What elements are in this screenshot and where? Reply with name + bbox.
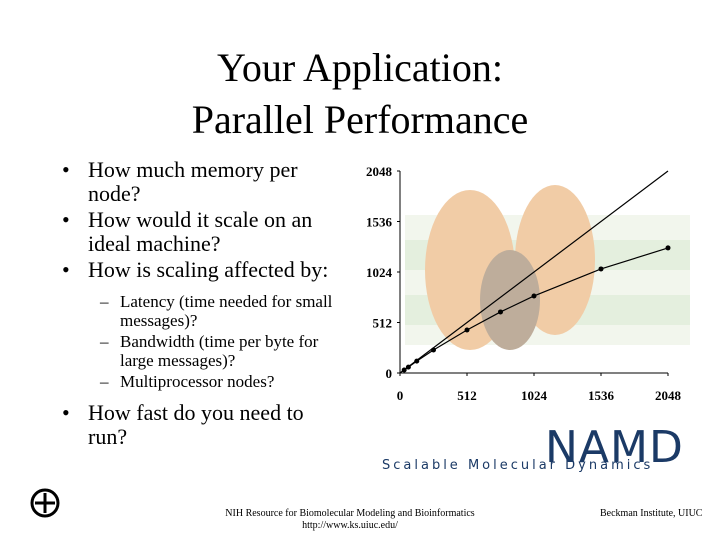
series-line xyxy=(399,170,669,374)
sub-bullet: Latency (time needed for small messages)… xyxy=(100,292,348,330)
data-point xyxy=(665,245,671,251)
title-line: Your Application: xyxy=(217,45,503,90)
bullet: How fast do you need to run? xyxy=(58,401,348,449)
data-point xyxy=(431,347,436,353)
data-point xyxy=(531,293,537,299)
bullet: How much memory per node? xyxy=(58,158,348,206)
chart: 0 512 1024 1536 2048 0 512 1024 1536 2048 xyxy=(366,164,690,403)
x-tick-label: 1024 xyxy=(521,388,548,403)
logo-name: NAMD xyxy=(545,422,684,473)
bullet-text: How much memory per node? xyxy=(88,157,298,206)
x-tick-label: 0 xyxy=(397,388,404,403)
footer-center: NIH Resource for Biomolecular Modeling a… xyxy=(200,508,500,532)
sub-list: Latency (time needed for small messages)… xyxy=(100,292,348,391)
data-point xyxy=(405,364,411,370)
data-point xyxy=(498,309,503,315)
sub-bullet: Bandwidth (time per byte for large messa… xyxy=(100,332,348,370)
institute-logo xyxy=(30,488,60,518)
bullet: How is scaling affected by: Latency (tim… xyxy=(58,257,348,392)
data-point xyxy=(464,327,470,333)
x-tick-label: 2048 xyxy=(655,388,682,403)
data-point xyxy=(598,266,604,272)
y-tick-label: 1536 xyxy=(366,215,393,230)
footer-line: http://www.ks.uiuc.edu/ xyxy=(302,520,398,531)
bullet-text: How is scaling affected by: xyxy=(88,257,329,282)
y-tick-label: 2048 xyxy=(366,164,393,179)
title-line: Parallel Performance xyxy=(191,97,529,142)
y-tick-label: 0 xyxy=(386,366,393,381)
footer-line: NIH Resource for Biomolecular Modeling a… xyxy=(225,508,475,519)
bullet-text: How fast do you need to run? xyxy=(88,400,304,449)
footer-right: Beckman Institute, UIUC xyxy=(600,508,703,519)
y-tick-label: 512 xyxy=(373,316,393,331)
y-tick-label: 1024 xyxy=(366,265,393,280)
x-tick-label: 1536 xyxy=(588,388,615,403)
molecule-background xyxy=(405,185,690,350)
data-point xyxy=(401,367,407,373)
logo-tagline: Scalable Molecular Dynamics xyxy=(382,458,654,473)
bullet-text: How would it scale on an ideal machine? xyxy=(88,207,313,256)
bullet: How would it scale on an ideal machine? xyxy=(58,208,348,256)
x-tick-label: 512 xyxy=(457,388,477,403)
data-point xyxy=(414,358,420,364)
bullet-list: How much memory per node? How would it s… xyxy=(58,158,348,451)
sub-bullet: Multiprocessor nodes? xyxy=(100,372,348,391)
